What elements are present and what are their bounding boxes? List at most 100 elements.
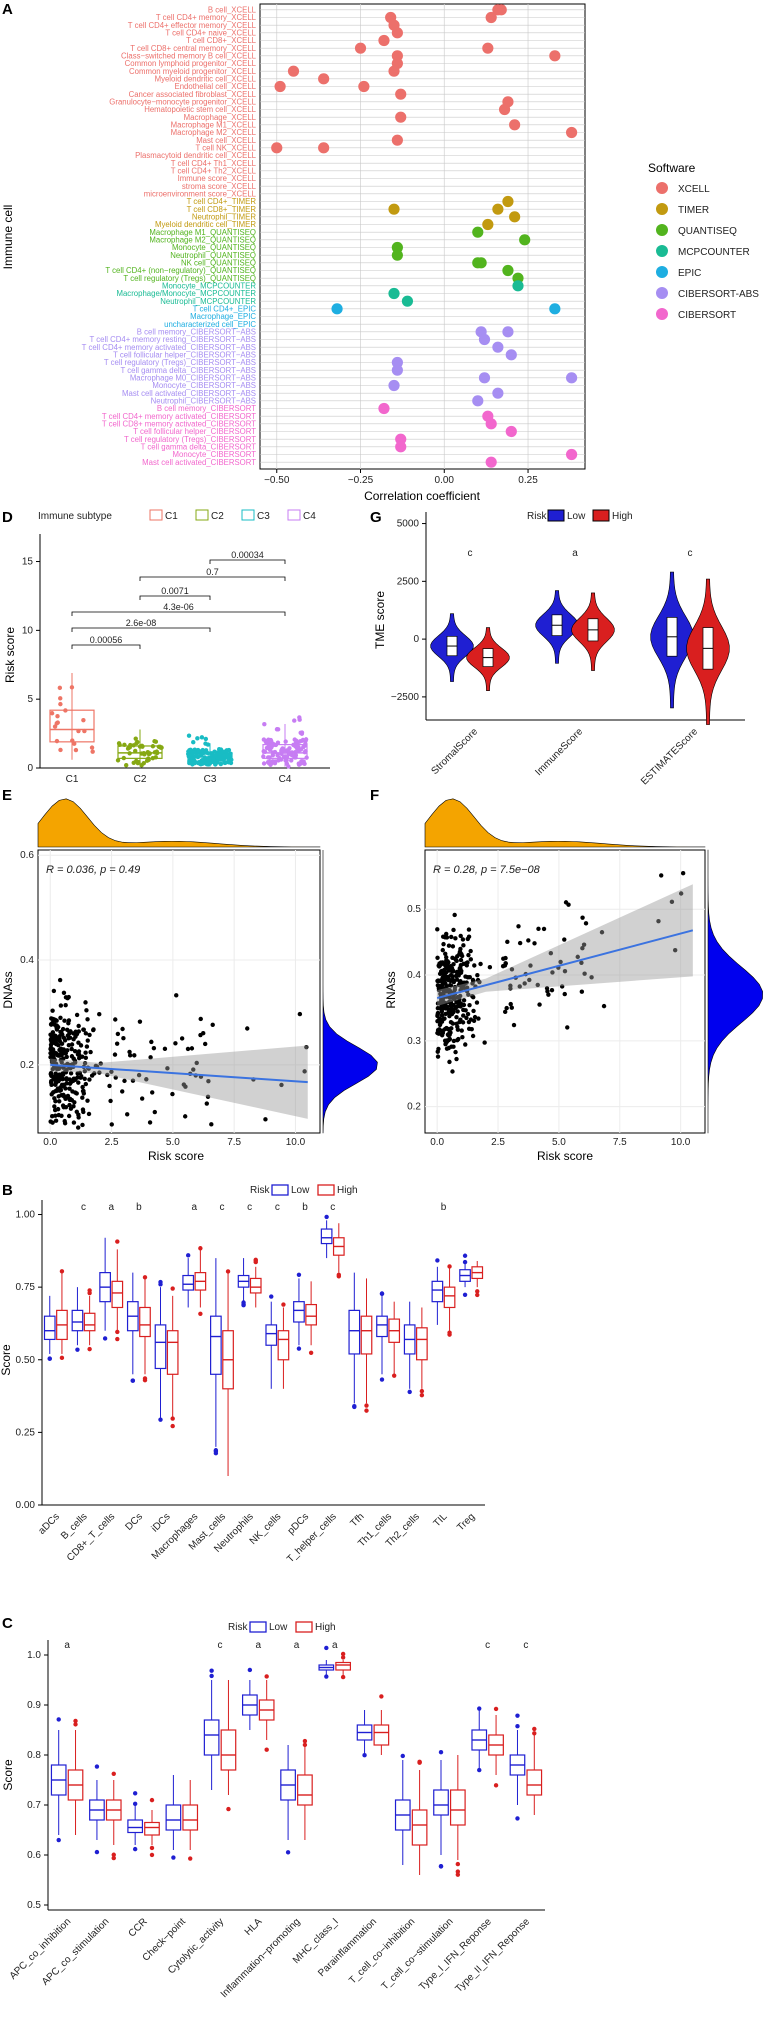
panel-a-point (565, 372, 578, 384)
panel-d-point (123, 763, 129, 768)
panel-e-point (245, 1026, 250, 1031)
panel-c-box (165, 1804, 182, 1831)
panel-e-point (82, 1068, 88, 1074)
panel-b-outlier (419, 1392, 425, 1398)
panel-f-point (472, 1014, 478, 1020)
panel-b-xtick-label: Treg (455, 1511, 477, 1533)
panel-f-point (444, 1046, 450, 1051)
panel-a-point (391, 50, 403, 62)
panel-f-point (456, 999, 462, 1004)
panel-a-row-label: T cell regulatory (Tregs)_QUANTISEQ (123, 274, 256, 283)
panel-e-point (82, 1061, 88, 1066)
panel-d-point (58, 747, 63, 753)
panel-f-point (437, 1027, 442, 1032)
panel-d-bracket (209, 559, 286, 564)
panel-b-box (139, 1306, 151, 1338)
panel-a-row-label: Common lymphoid progenitor_XCELL (125, 59, 257, 68)
panel-c-outlier (340, 1655, 346, 1660)
panel-f-point (678, 891, 684, 896)
panel-b-box (249, 1277, 262, 1294)
panel-d-point (203, 736, 209, 742)
panel-g-legend-low-swatch (547, 509, 565, 522)
panel-c-outlier (285, 1850, 291, 1855)
panel-a-point (354, 42, 367, 54)
panel-a-legend-label: CIBERSORT (678, 310, 736, 321)
panel-c-outlier (149, 1852, 155, 1858)
panel-c-xtick-label: CCR (127, 1916, 150, 1939)
panel-d-point (213, 762, 218, 767)
panel-f-point (565, 1025, 570, 1030)
panel-c-outlier (209, 1668, 214, 1673)
panel-f-point (460, 1034, 465, 1040)
panel-e-point (54, 1075, 59, 1080)
panel-a-xtick-label: 0.25 (518, 475, 538, 486)
panel-b-xtick-label: iDCs (150, 1511, 173, 1534)
panel-g-ytick-label: 0 (413, 634, 419, 645)
panel-b-signif: c (275, 1202, 280, 1213)
panel-f-point (441, 987, 446, 993)
panel-d-legend-title: Immune subtype (38, 511, 112, 522)
panel-c-box (182, 1804, 199, 1831)
panel-d-point (228, 760, 234, 766)
panel-e-point (210, 1022, 215, 1027)
panel-c-outlier (132, 1801, 138, 1807)
panel-e-point (170, 1091, 175, 1097)
panel-f-point (461, 1002, 467, 1008)
panel-f-point (544, 986, 550, 991)
panel-c-outlier (188, 1856, 193, 1861)
panel-f-point (444, 1004, 450, 1009)
panel-a-row-label: Macrophage M2_QUANTISEQ (149, 235, 256, 244)
panel-f-point (477, 979, 482, 985)
panel-g: G Risk Low High TME score −2500 0 2500 5000… (370, 509, 745, 787)
panel-d-point (72, 741, 77, 746)
panel-f-point (455, 1037, 460, 1043)
panel-c-outlier (149, 1797, 155, 1803)
panel-a-row-label: Hematopoietic stem cell_XCELL (144, 105, 256, 114)
panel-e-point (48, 1070, 54, 1076)
panel-f-point (458, 1017, 463, 1022)
panel-e-point (69, 1097, 75, 1103)
panel-e-point (54, 1027, 60, 1032)
panel-f-point (460, 937, 466, 942)
panel-a-legend-label: EPIC (678, 268, 701, 279)
panel-e-point (139, 1096, 145, 1101)
panel-e-fit-line (50, 1063, 308, 1084)
panel-a-legend: XCELL TIMER QUANTISEQ MCPCOUNTER EPIC CIBERSO… (656, 182, 759, 321)
panel-f-point (435, 1018, 440, 1024)
panel-c-outlier (132, 1846, 138, 1852)
panel-c-signif: a (64, 1640, 70, 1651)
panel-b-outlier (364, 1403, 369, 1408)
panel-e-point (49, 1036, 54, 1041)
panel-d-point (297, 717, 302, 722)
panel-e-point (80, 1122, 85, 1128)
panel-e-point (209, 1122, 214, 1127)
panel-e-xtick-label: 5.0 (166, 1137, 180, 1148)
panel-e-point (57, 1047, 62, 1053)
panel-b-box (360, 1315, 373, 1355)
panel-c-outlier (455, 1869, 461, 1874)
panel-b-xtick-label: TIL (432, 1511, 450, 1529)
panel-d-point (90, 749, 95, 754)
panel-e-point (56, 1112, 61, 1118)
panel-f-point (463, 1042, 468, 1047)
panel-f-letter: F (370, 787, 379, 804)
panel-f-point (442, 1001, 448, 1006)
panel-f-point (471, 1018, 477, 1023)
panel-c-outlier (132, 1791, 138, 1796)
panel-f-point (445, 1032, 451, 1037)
panel-e-point (97, 1070, 102, 1075)
panel-d-legend-label: C4 (303, 511, 316, 522)
panel-a-row-label: T cell CD8+ memory activated_CIBERSORT (102, 419, 256, 428)
panel-b-outlier (379, 1291, 385, 1296)
panel-f-point (450, 974, 455, 979)
panel-c-outlier (493, 1706, 499, 1712)
panel-b-outlier (364, 1408, 369, 1413)
panel-e-point (85, 1038, 90, 1043)
panel-d: D Immune subtype C1 C2 C3 C4 Risk score 0 5 1… (2, 509, 330, 785)
panel-d-legend-label: C2 (211, 511, 224, 522)
panel-f-point (466, 992, 471, 997)
panel-a-point (472, 395, 484, 407)
panel-e-point (61, 1094, 67, 1099)
panel-f-point (451, 927, 456, 933)
panel-e-point (149, 1039, 154, 1045)
